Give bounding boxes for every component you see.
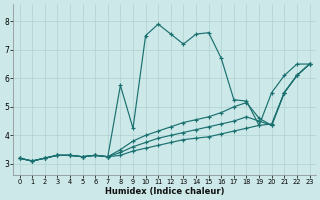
X-axis label: Humidex (Indice chaleur): Humidex (Indice chaleur) xyxy=(105,187,224,196)
